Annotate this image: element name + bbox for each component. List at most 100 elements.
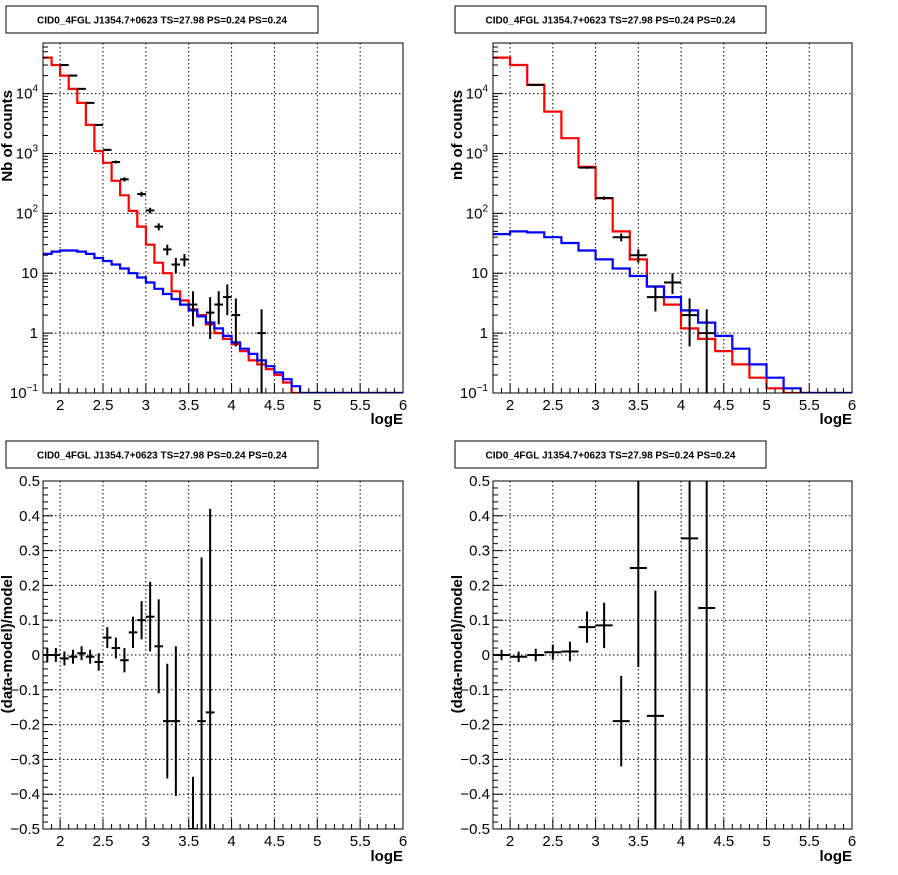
title-frame <box>454 440 767 469</box>
y-tick-label: 0.5 <box>19 473 40 490</box>
x-tick-label: 3.5 <box>178 833 199 850</box>
model-background-histogram <box>43 249 403 393</box>
y-tick-label: 0.1 <box>469 612 490 629</box>
residual-point <box>646 590 664 829</box>
y-tick-label: 0.3 <box>19 543 40 560</box>
x-axis-title: logE <box>820 411 853 428</box>
residual-point <box>595 602 613 649</box>
residual-point <box>103 627 112 649</box>
residual-point <box>120 648 129 673</box>
y-tick-label: 0.4 <box>469 508 490 525</box>
data-point <box>111 160 121 164</box>
x-tick-label: 2 <box>56 833 64 850</box>
grid <box>493 43 852 393</box>
data-point <box>154 223 163 231</box>
x-tick-label: 3 <box>142 397 150 414</box>
chart-panel-1: 2 2.5 3 3.5 4 4.5 5 5.5 6 10−1 1 10 102 103 104 logE Nb … <box>0 5 407 428</box>
data-point <box>137 191 146 197</box>
y-axis <box>43 42 53 394</box>
y-tick-label: 1 <box>30 325 38 342</box>
residual-point <box>629 481 647 668</box>
y-axis-title: (data-model)/model <box>449 575 466 713</box>
data-point <box>214 291 223 325</box>
chart-title-box: CID0_4FGL J1354.7+0623 TS=27.98 PS=0.24 … <box>5 440 319 469</box>
residual-point <box>154 599 163 694</box>
data-point <box>663 273 682 295</box>
residual-point <box>77 646 86 661</box>
grid <box>43 43 403 393</box>
y-tick-label: −0.3 <box>10 751 40 768</box>
data-point <box>595 196 613 200</box>
x-tick-label: 3 <box>142 833 150 850</box>
x-tick-label: 3.5 <box>628 397 649 414</box>
x-tick-label: 6 <box>848 397 856 414</box>
x-tick-label: 2 <box>506 397 514 414</box>
data-point <box>77 87 86 90</box>
data-point <box>578 166 596 169</box>
data-point <box>629 249 647 263</box>
y-tick-label: 103 <box>16 143 39 162</box>
data-point <box>171 257 181 274</box>
x-axis <box>42 383 404 393</box>
x-tick-label: 5.5 <box>799 397 820 414</box>
x-tick-label: 5 <box>313 397 321 414</box>
x-axis-title: logE <box>820 848 853 865</box>
residual-point <box>85 649 95 664</box>
chart-title: CID0_4FGL J1354.7+0623 TS=27.98 PS=0.24 … <box>37 16 287 27</box>
x-tick-label: 5.5 <box>350 833 371 850</box>
chart-panel-4: 2 2.5 3 3.5 4 4.5 5 5.5 6 −0.5 −0.4 −0.3 −0.2 −0.1 0 0.… <box>449 440 856 865</box>
y-tick-label: 0.2 <box>19 577 40 594</box>
x-tick-label: 5.5 <box>350 397 371 414</box>
residual-point <box>561 641 579 662</box>
y-axis-title: (data-model)/model <box>0 575 16 713</box>
x-tick-label: 4 <box>677 833 685 850</box>
y-tick-label: 10−1 <box>10 383 39 402</box>
x-tick-label: 6 <box>399 397 407 414</box>
x-tick-label: 5 <box>762 397 770 414</box>
chart-panel-3: 2 2.5 3 3.5 4 4.5 5 5.5 6 −0.5 −0.4 −0.3 −0.2 −0.1 0 0.… <box>0 440 407 865</box>
residual-point <box>60 651 69 666</box>
y-tick-label: 0.5 <box>469 473 490 490</box>
x-tick-label: 4 <box>227 833 235 850</box>
y-tick-label: 104 <box>16 84 39 103</box>
data-point <box>180 253 189 267</box>
data-point <box>103 148 112 152</box>
residual-point <box>578 611 596 643</box>
data-point <box>163 244 172 256</box>
residual-point <box>68 649 78 664</box>
data-point <box>223 284 232 316</box>
y-tick-label: 1 <box>480 325 488 342</box>
x-tick-label: 4.5 <box>264 833 285 850</box>
plot-frame <box>42 42 404 394</box>
model-total-histogram <box>43 56 403 393</box>
data-point <box>60 64 69 67</box>
x-axis-title: logE <box>371 848 404 865</box>
y-tick-label: 0.1 <box>19 612 40 629</box>
y-tick-label: 0 <box>32 647 40 664</box>
chart-panel-2: 2 2.5 3 3.5 4 4.5 5 5.5 6 10−1 1 10 102 103 104 logE nb … <box>449 5 856 428</box>
y-tick-label: −0.1 <box>10 682 40 699</box>
data-point <box>145 207 155 214</box>
y-tick-label: −0.2 <box>10 717 40 734</box>
x-tick-label: 4.5 <box>264 397 285 414</box>
y-tick-label: 0 <box>482 647 490 664</box>
residual-point <box>188 776 198 829</box>
data-point <box>188 291 198 327</box>
x-tick-label: 4 <box>227 397 235 414</box>
chart-title: CID0_4FGL J1354.7+0623 TS=27.98 PS=0.24 … <box>486 451 736 462</box>
residual-point <box>128 616 138 649</box>
data-point <box>120 177 129 182</box>
data-point <box>85 101 95 104</box>
chart-title-box: CID0_4FGL J1354.7+0623 TS=27.98 PS=0.24 … <box>454 440 767 469</box>
x-tick-label: 3.5 <box>628 833 649 850</box>
y-tick-label: −0.1 <box>460 682 490 699</box>
residual-point <box>698 481 716 829</box>
y-tick-label: −0.5 <box>10 821 40 838</box>
y-tick-label: 10 <box>21 265 38 282</box>
chart-title: CID0_4FGL J1354.7+0623 TS=27.98 PS=0.24 … <box>486 16 736 27</box>
title-frame <box>454 5 767 34</box>
y-tick-label: 0.2 <box>469 577 490 594</box>
x-tick-label: 5 <box>762 833 770 850</box>
y-axis <box>43 480 53 830</box>
